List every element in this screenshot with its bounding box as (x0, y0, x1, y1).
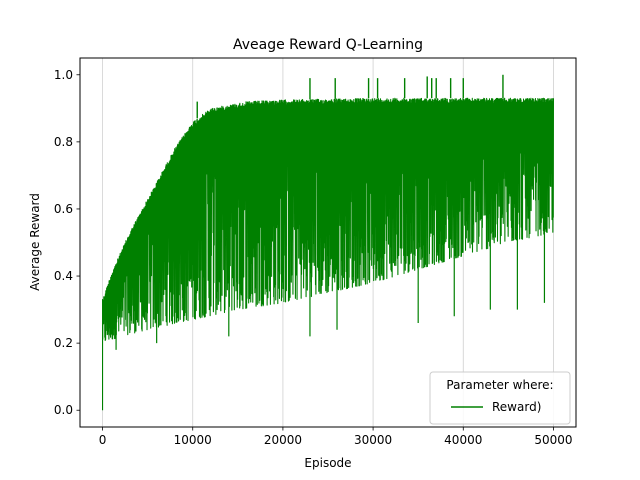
x-tick-label: 40000 (444, 433, 482, 447)
x-axis-ticks: 0 10000 20000 30000 40000 50000 (99, 427, 573, 447)
y-tick-label: 0.6 (54, 202, 73, 216)
y-tick-label: 0.4 (54, 269, 73, 283)
y-tick-label: 0.2 (54, 336, 73, 350)
legend: Parameter where: Reward) (429, 371, 571, 425)
x-tick-label: 10000 (174, 433, 212, 447)
legend-title: Parameter where: (446, 378, 553, 392)
legend-box (429, 371, 571, 425)
y-tick-label: 0.8 (54, 135, 73, 149)
x-tick-label: 20000 (264, 433, 302, 447)
y-tick-label: 0.0 (54, 403, 73, 417)
axes-frame (79, 57, 577, 428)
y-axis-ticks: 0.0 0.2 0.4 0.6 0.8 1.0 (54, 68, 80, 417)
plot-area (102, 74, 554, 411)
x-axis-label: Episode (304, 456, 351, 470)
y-axis-label: Average Reward (28, 193, 42, 291)
series-reward-line (102, 97, 554, 411)
chart-title: Aveage Reward Q-Learning (233, 37, 423, 53)
x-tick-label: 30000 (354, 433, 392, 447)
legend-series-label: Reward) (492, 400, 541, 414)
y-tick-label: 1.0 (54, 68, 73, 82)
x-tick-label: 50000 (534, 433, 572, 447)
x-tick-label: 0 (99, 433, 107, 447)
